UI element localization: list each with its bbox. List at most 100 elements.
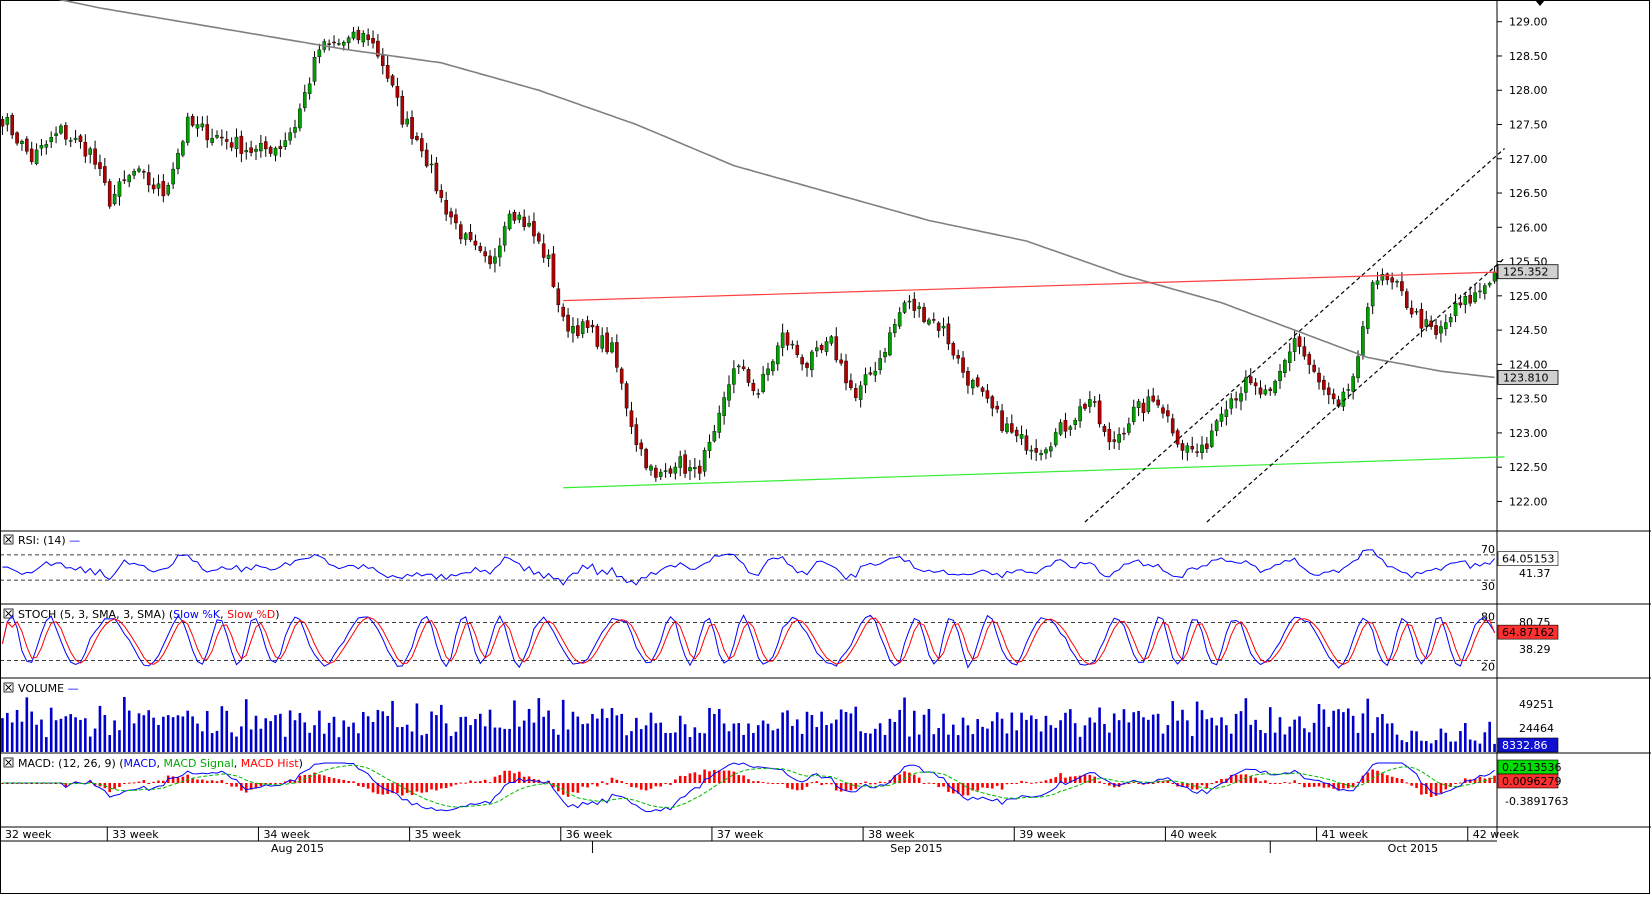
macd-hist-bar bbox=[834, 783, 838, 791]
macd-hist-bar bbox=[137, 781, 141, 783]
volume-bar bbox=[1317, 704, 1321, 752]
candle-body bbox=[1092, 401, 1097, 403]
macd-hist-bar bbox=[786, 783, 789, 788]
volume-bar bbox=[708, 707, 711, 752]
volume-bar bbox=[737, 723, 741, 752]
macd-hist-bar bbox=[1259, 781, 1262, 783]
candle bbox=[254, 145, 258, 160]
candle bbox=[761, 366, 765, 394]
volume-bar bbox=[210, 733, 214, 752]
macd-hist-bar bbox=[298, 775, 302, 783]
candle bbox=[410, 110, 414, 145]
macd-hist-bar bbox=[995, 783, 999, 786]
candle bbox=[1136, 398, 1141, 417]
price-tick-label: 123.00 bbox=[1509, 427, 1548, 440]
candle-body bbox=[449, 211, 453, 218]
volume-bar bbox=[1449, 741, 1452, 752]
macd-hist-bar bbox=[176, 777, 180, 783]
volume-bar bbox=[781, 712, 784, 752]
candle-body bbox=[1107, 429, 1112, 443]
candle-body bbox=[551, 253, 556, 287]
macd-hist-bar bbox=[254, 783, 258, 788]
macd-hist-bar bbox=[1303, 783, 1306, 788]
macd-hist-bar bbox=[357, 783, 360, 786]
candle-body bbox=[405, 118, 409, 125]
candle-body bbox=[1049, 446, 1053, 452]
macd-hist-bar bbox=[693, 772, 697, 783]
macd-hist-bar bbox=[1405, 782, 1409, 784]
candle bbox=[590, 320, 595, 333]
volume-bar bbox=[815, 727, 819, 752]
volume-bar bbox=[786, 710, 789, 752]
rsi-title-part: RSI: bbox=[18, 534, 40, 547]
candle-body bbox=[1239, 393, 1243, 402]
candle-body bbox=[1346, 389, 1351, 391]
candle bbox=[522, 209, 526, 231]
macd-hist-bar bbox=[795, 783, 799, 791]
volume-bar bbox=[722, 723, 726, 752]
volume-bar bbox=[1312, 722, 1316, 752]
volume-bar bbox=[756, 725, 760, 752]
price-tick-label: 127.50 bbox=[1509, 119, 1548, 132]
candle-body bbox=[673, 466, 678, 474]
volume-bar bbox=[479, 713, 482, 752]
candle-body bbox=[268, 146, 273, 154]
candle bbox=[239, 130, 244, 163]
macd-hist-bar bbox=[352, 781, 355, 783]
volume-bar bbox=[1278, 717, 1282, 752]
stoch-title-part: , bbox=[220, 608, 227, 621]
macd-hist-bar bbox=[1186, 783, 1189, 787]
macd-hist-bar bbox=[956, 783, 960, 794]
candle-body bbox=[785, 332, 790, 346]
candle bbox=[966, 367, 970, 394]
volume-bar bbox=[1200, 710, 1204, 752]
candle bbox=[619, 367, 624, 390]
macd-hist-bar bbox=[1273, 783, 1277, 784]
macd-hist-bar bbox=[386, 783, 389, 794]
volume-bar bbox=[513, 700, 516, 752]
macd-hist-bar bbox=[342, 779, 346, 783]
candle-body bbox=[1287, 351, 1292, 364]
candle-body bbox=[463, 233, 468, 240]
candle-body bbox=[897, 312, 902, 327]
volume-bar bbox=[1298, 716, 1301, 752]
candle-body bbox=[878, 358, 882, 371]
volume-bar bbox=[1030, 715, 1033, 752]
candle-body bbox=[317, 49, 322, 57]
candle-body bbox=[936, 322, 941, 331]
volume-bar bbox=[410, 731, 414, 752]
candle-body bbox=[1400, 281, 1404, 292]
candle bbox=[356, 26, 361, 44]
candle-body bbox=[761, 373, 765, 392]
volume-bar bbox=[483, 726, 487, 752]
macd-hist-bar bbox=[483, 779, 487, 783]
volume-bar bbox=[1376, 717, 1379, 752]
macd-hist-bar bbox=[1342, 783, 1345, 789]
candle bbox=[1107, 422, 1112, 451]
volume-bar bbox=[1083, 725, 1087, 752]
candle-body bbox=[1278, 370, 1282, 381]
macd-hist-bar bbox=[1093, 776, 1097, 783]
candle-body bbox=[107, 181, 112, 207]
scroll-marker-icon bbox=[1535, 0, 1545, 6]
candle bbox=[307, 77, 312, 100]
stoch-value-label: 64.87162 bbox=[1502, 626, 1555, 639]
macd-hist-bar bbox=[322, 775, 326, 783]
macd-line bbox=[2, 762, 1495, 813]
candle-body bbox=[1375, 280, 1380, 285]
candle-body bbox=[1166, 410, 1170, 417]
volume-bar bbox=[215, 730, 219, 752]
volume-bar bbox=[123, 696, 126, 752]
volume-bar bbox=[1093, 722, 1097, 752]
volume-bar bbox=[1464, 723, 1467, 752]
macd-hist-bar bbox=[201, 779, 204, 783]
candle-body bbox=[824, 341, 829, 352]
candle-body bbox=[424, 149, 429, 167]
candle bbox=[892, 318, 897, 338]
volume-bar bbox=[435, 715, 438, 752]
candle bbox=[853, 383, 858, 402]
volume-bar bbox=[279, 713, 282, 752]
candle bbox=[824, 337, 829, 356]
macd-hist-bar bbox=[1371, 769, 1374, 783]
macd-hist-bar bbox=[249, 783, 253, 790]
